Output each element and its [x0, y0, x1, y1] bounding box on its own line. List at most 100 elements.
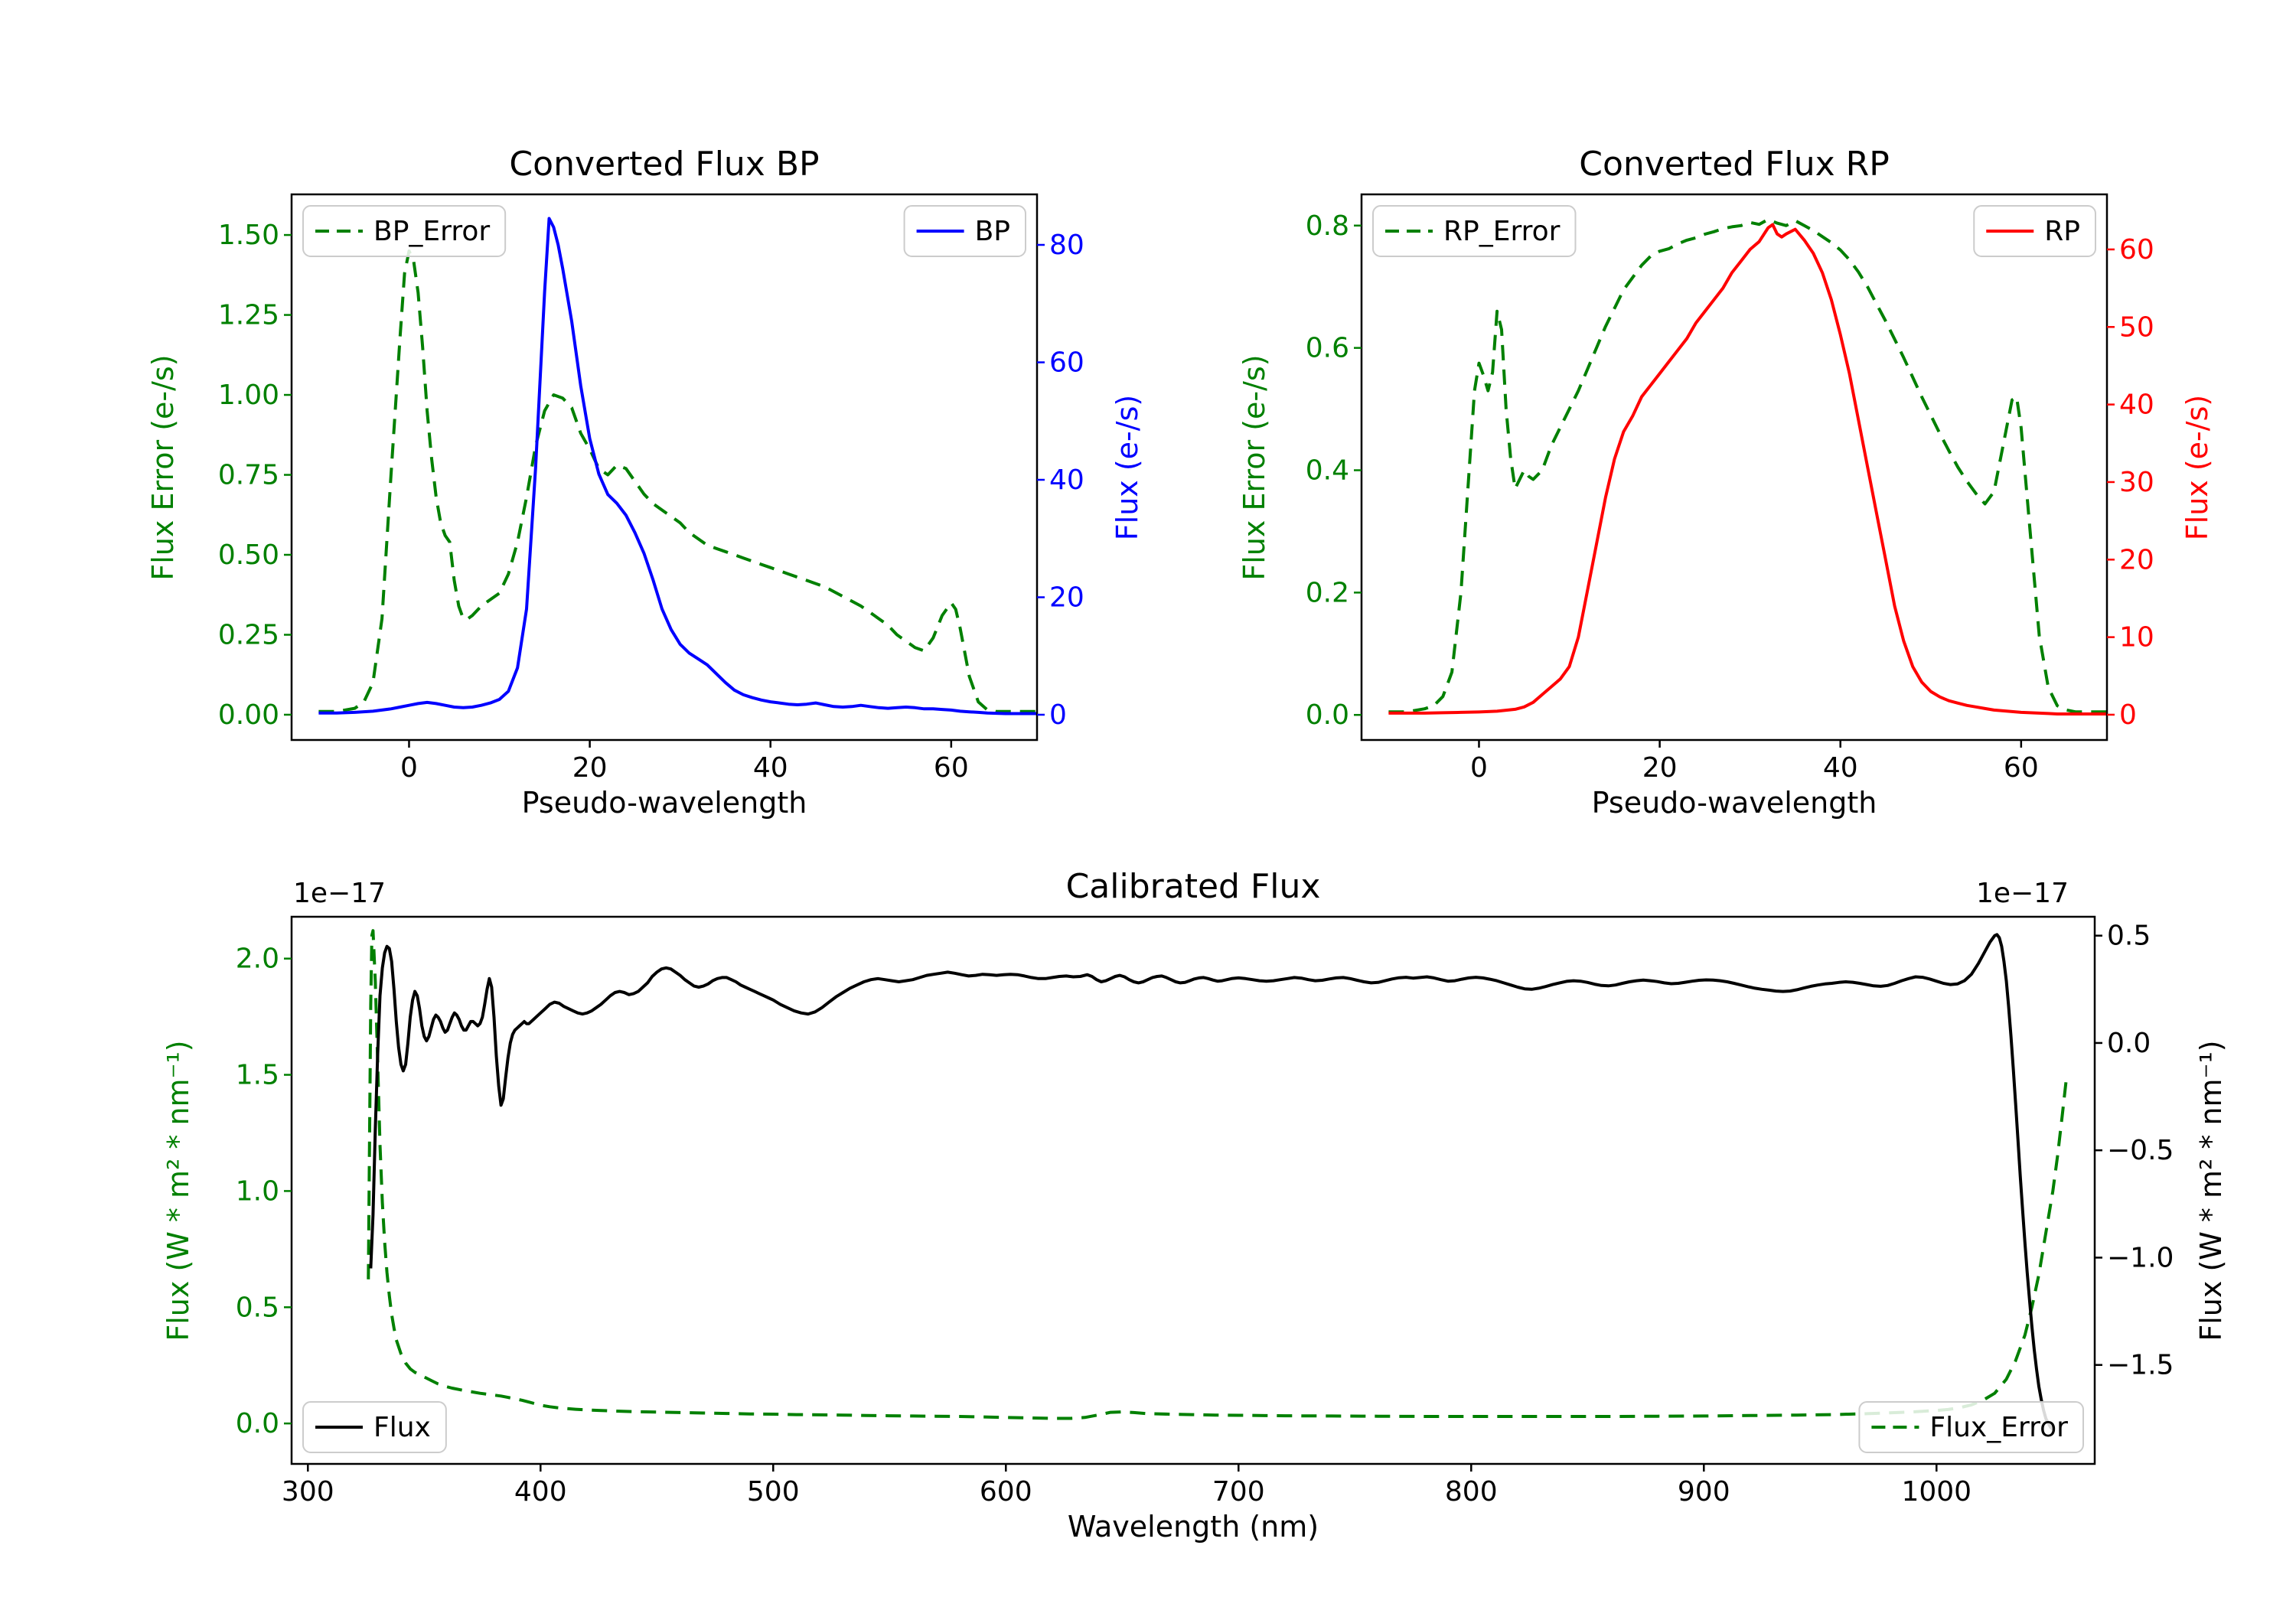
y-axis-left: 0.00 0.25 0.50 0.75 1.00 1.25 1.50 — [218, 220, 292, 731]
x-axis: 0 20 40 60 — [1470, 740, 2039, 784]
series-Flux — [369, 933, 2054, 1431]
chart-title: Converted Flux RP — [1579, 145, 1890, 184]
svg-text:0.8: 0.8 — [1306, 210, 1349, 242]
y-axis-left: 0.0 0.2 0.4 0.6 0.8 — [1306, 210, 1362, 731]
svg-text:0: 0 — [1049, 699, 1067, 731]
y-axis-label-right: Flux (e-/s) — [1110, 394, 1144, 540]
plot-area: 0 20 40 60 0.00 0.25 0.50 0.75 1.00 1.25 1.50 0 20 40… — [218, 193, 1084, 784]
svg-text:600: 600 — [980, 1476, 1032, 1508]
chart-title: Calibrated Flux — [1065, 867, 1321, 906]
svg-text:500: 500 — [747, 1476, 800, 1508]
svg-text:1.50: 1.50 — [218, 220, 279, 251]
svg-text:Flux: Flux — [373, 1412, 431, 1443]
svg-text:50: 50 — [2119, 311, 2154, 343]
y-axis-right: 0 10 20 30 40 50 60 — [2107, 234, 2154, 731]
svg-text:80: 80 — [1049, 230, 1084, 261]
chart-title: Converted Flux BP — [509, 145, 820, 184]
offset-text-right: 1e−17 — [1975, 878, 2069, 909]
svg-text:0: 0 — [400, 752, 418, 784]
y-axis-label-left: Flux Error (e-/s) — [1238, 354, 1271, 581]
svg-text:400: 400 — [514, 1476, 567, 1508]
svg-text:1.00: 1.00 — [218, 380, 279, 411]
svg-text:60: 60 — [2004, 752, 2039, 784]
legend-Flux: Flux — [302, 1401, 447, 1453]
svg-text:0: 0 — [2119, 699, 2137, 731]
svg-text:−1.0: −1.0 — [2107, 1242, 2174, 1273]
svg-text:60: 60 — [2119, 234, 2154, 266]
svg-text:900: 900 — [1678, 1476, 1730, 1508]
svg-text:0.5: 0.5 — [2107, 921, 2151, 952]
plot-svg: 0 20 40 60 0.0 0.2 0.4 0.6 0.8 0 10 20 30 40 50 60 RP_Er… — [1306, 193, 2154, 784]
svg-text:Flux_Error: Flux_Error — [1929, 1412, 2068, 1443]
svg-text:RP: RP — [2044, 216, 2080, 247]
svg-text:20: 20 — [572, 752, 608, 784]
y-axis-right: 0.5 0.0 −0.5 −1.0 −1.5 — [2095, 921, 2174, 1381]
plot-area: 300 400 500 600 700 800 900 1000 0.0 0.5 1.0 1.5 2.0… — [236, 915, 2174, 1508]
svg-text:0: 0 — [1470, 752, 1488, 784]
y-axis-label-right: Flux (W * m² * nm⁻¹) — [2194, 1039, 2228, 1341]
legend-RP_Error: RP_Error — [1372, 205, 1577, 257]
series-BP_Error — [318, 249, 1037, 713]
plot-area: 0 20 40 60 0.0 0.2 0.4 0.6 0.8 0 10 20 30 40 50 60 RP_Er… — [1306, 193, 2154, 784]
svg-text:30: 30 — [2119, 467, 2154, 498]
y-axis-label-right: Flux (e-/s) — [2180, 394, 2214, 540]
x-axis-label: Pseudo-wavelength — [521, 786, 807, 820]
svg-text:0.0: 0.0 — [2107, 1028, 2151, 1059]
x-axis: 300 400 500 600 700 800 900 1000 — [282, 1464, 1971, 1508]
x-axis-label: Pseudo-wavelength — [1591, 786, 1877, 820]
plot-border — [290, 193, 1039, 742]
svg-text:40: 40 — [1823, 752, 1858, 784]
svg-text:1.0: 1.0 — [236, 1175, 279, 1207]
svg-text:10: 10 — [2119, 622, 2154, 654]
legend-Flux_Error: Flux_Error — [1858, 1401, 2084, 1453]
svg-text:20: 20 — [1642, 752, 1678, 784]
x-axis-label: Wavelength (nm) — [1067, 1510, 1319, 1543]
legend-BP: BP — [903, 205, 1026, 257]
svg-text:40: 40 — [2119, 390, 2154, 421]
svg-text:0.25: 0.25 — [218, 619, 279, 650]
svg-text:1.5: 1.5 — [236, 1060, 279, 1091]
svg-text:800: 800 — [1445, 1476, 1498, 1508]
svg-text:0.6: 0.6 — [1306, 333, 1349, 364]
svg-text:20: 20 — [2119, 544, 2154, 575]
svg-text:0.4: 0.4 — [1306, 455, 1349, 486]
svg-text:1.25: 1.25 — [218, 300, 279, 331]
x-axis: 0 20 40 60 — [400, 740, 969, 784]
plot-svg: 0 20 40 60 0.00 0.25 0.50 0.75 1.00 1.25 1.50 0 20 40… — [218, 193, 1084, 784]
svg-text:0.50: 0.50 — [218, 539, 279, 571]
svg-text:300: 300 — [282, 1476, 334, 1508]
svg-text:−1.5: −1.5 — [2107, 1350, 2174, 1381]
svg-text:0.00: 0.00 — [218, 699, 279, 731]
svg-text:0.75: 0.75 — [218, 460, 279, 491]
chart-converted-flux-bp: Converted Flux BP Flux Error (e-/s) Flux… — [146, 145, 1144, 820]
y-axis-left: 0.0 0.5 1.0 1.5 2.0 — [236, 944, 292, 1439]
svg-text:RP_Error: RP_Error — [1443, 216, 1561, 247]
series-RP — [1388, 223, 2107, 715]
svg-text:20: 20 — [1049, 582, 1084, 613]
plot-svg: 300 400 500 600 700 800 900 1000 0.0 0.5 1.0 1.5 2.0… — [236, 915, 2174, 1508]
svg-text:BP_Error: BP_Error — [373, 216, 490, 247]
svg-text:40: 40 — [1049, 464, 1084, 496]
legend-BP_Error: BP_Error — [302, 205, 507, 257]
svg-text:−0.5: −0.5 — [2107, 1135, 2174, 1166]
svg-text:60: 60 — [934, 752, 969, 784]
svg-text:0.0: 0.0 — [1306, 699, 1349, 731]
svg-text:40: 40 — [753, 752, 788, 784]
plot-border — [290, 915, 2096, 1465]
series-BP — [318, 217, 1037, 715]
y-axis-right: 0 20 40 60 80 — [1037, 230, 1084, 731]
chart-converted-flux-rp: Converted Flux RP Flux Error (e-/s) Flux… — [1238, 145, 2214, 820]
svg-text:700: 700 — [1212, 1476, 1265, 1508]
svg-text:0.2: 0.2 — [1306, 577, 1349, 608]
y-axis-label-left: Flux (W * m² * nm⁻¹) — [161, 1039, 195, 1341]
offset-text-left: 1e−17 — [293, 878, 386, 909]
chart-calibrated-flux: Calibrated Flux 1e−17 1e−17 Flux (W * m²… — [161, 867, 2228, 1543]
svg-text:0.0: 0.0 — [236, 1408, 279, 1439]
y-axis-label-left: Flux Error (e-/s) — [146, 354, 180, 581]
svg-text:0.5: 0.5 — [236, 1292, 279, 1323]
svg-text:60: 60 — [1049, 347, 1084, 379]
svg-text:1000: 1000 — [1901, 1476, 1971, 1508]
svg-text:2.0: 2.0 — [236, 944, 279, 975]
series-Flux_Error — [367, 929, 2069, 1420]
